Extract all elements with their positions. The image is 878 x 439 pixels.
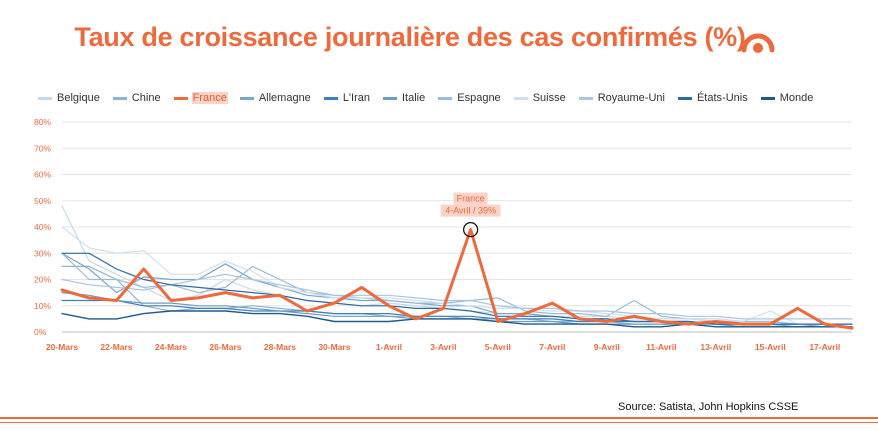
x-tick-label: 15-Avril xyxy=(755,342,786,352)
legend-label: Italie xyxy=(402,92,426,104)
legend-swatch xyxy=(173,96,188,100)
legend-label: Espagne xyxy=(457,92,501,104)
legend-swatch xyxy=(438,96,453,100)
y-tick-label: 20% xyxy=(34,275,51,285)
x-tick-label: 9-Avril xyxy=(594,342,620,352)
legend-item-1[interactable]: Chine xyxy=(112,92,162,104)
legend-swatch xyxy=(112,96,127,100)
legend-swatch xyxy=(578,96,593,100)
legend-item-9[interactable]: États-Unis xyxy=(677,92,749,104)
annotation-bg-1 xyxy=(453,192,488,205)
legend-item-8[interactable]: Royaume-Uni xyxy=(578,92,666,104)
x-tick-label: 3-Avril xyxy=(430,342,456,352)
annotation-label-series: France xyxy=(457,194,485,204)
legend-label: Belgique xyxy=(57,92,100,104)
legend-item-3[interactable]: Allemagne xyxy=(239,92,312,104)
x-tick-label: 7-Avril xyxy=(539,342,565,352)
series-line-royaume-uni xyxy=(61,273,853,320)
y-tick-label: 30% xyxy=(34,248,51,258)
footer-rule xyxy=(0,417,878,419)
legend-swatch xyxy=(239,96,254,100)
y-tick-label: 40% xyxy=(34,222,51,232)
x-tick-label: 20-Mars xyxy=(46,342,78,352)
y-tick-label: 50% xyxy=(34,196,51,206)
x-tick-label: 24-Mars xyxy=(155,342,187,352)
chart-title: Taux de croissance journalière des cas c… xyxy=(74,22,746,52)
y-tick-label: 60% xyxy=(34,170,51,180)
legend-item-4[interactable]: L'Iran xyxy=(323,92,371,104)
y-tick-label: 0% xyxy=(34,327,47,337)
series-line--tats-unis xyxy=(61,252,853,325)
legend-item-5[interactable]: Italie xyxy=(383,92,426,104)
y-tick-label: 10% xyxy=(34,301,51,311)
source-note: Source: Satista, John Hopkins CSSE xyxy=(618,401,799,413)
x-tick-label: 22-Mars xyxy=(100,342,132,352)
legend-label: Suisse xyxy=(532,92,566,104)
legend-swatch xyxy=(38,96,52,100)
series-line-monde xyxy=(61,310,853,328)
annotation-bg-2 xyxy=(440,204,501,217)
chart-legend: Belgique Chine France Allemagne L'Iran Italie… xyxy=(38,92,826,104)
legend-item-6[interactable]: Espagne xyxy=(438,92,501,104)
x-tick-label: 17-Avril xyxy=(809,342,840,352)
legend-item-2[interactable]: France xyxy=(173,92,228,104)
x-tick-label: 13-Avril xyxy=(700,342,731,352)
legend-item-10[interactable]: Monde xyxy=(760,92,815,104)
legend-swatch xyxy=(677,96,692,100)
legend-label: France xyxy=(191,92,228,104)
legend-label: Allemagne xyxy=(258,92,311,104)
legend-item-7[interactable]: Suisse xyxy=(513,92,567,104)
legend-swatch xyxy=(383,96,397,100)
line-chart: 0% 10% 20% 30% 40% 50% 60% 70% 80% 20-Mars 22-Mars… xyxy=(34,117,854,352)
x-tick-label: 30-Mars xyxy=(318,342,350,352)
legend-item-0[interactable]: Belgique xyxy=(38,92,101,104)
x-tick-label: 26-Mars xyxy=(209,342,241,352)
legend-label: Monde xyxy=(779,92,814,104)
annotation-marker xyxy=(462,221,479,238)
annotation-label-value: 4-Avril / 39% xyxy=(445,206,496,216)
series-line-espagne xyxy=(61,252,853,325)
series-line-france xyxy=(60,228,854,330)
legend-label: Chine xyxy=(131,92,161,104)
x-tick-label: 1-Avril xyxy=(376,342,402,352)
legend-swatch xyxy=(323,96,338,100)
x-tick-label: 5-Avril xyxy=(485,342,511,352)
statista-logo-icon xyxy=(741,33,775,53)
x-tick-label: 11-Avril xyxy=(646,342,676,352)
series-line-suisse xyxy=(61,226,853,325)
legend-swatch xyxy=(760,96,775,100)
footer-rule-thin xyxy=(0,422,878,423)
y-tick-label: 70% xyxy=(34,143,51,153)
legend-label: L'Iran xyxy=(342,92,370,104)
y-tick-label: 80% xyxy=(34,117,51,127)
x-tick-label: 28-Mars xyxy=(264,342,296,352)
legend-swatch xyxy=(513,96,528,100)
legend-label: États-Unis xyxy=(696,92,748,104)
legend-label: Royaume-Uni xyxy=(597,92,665,104)
